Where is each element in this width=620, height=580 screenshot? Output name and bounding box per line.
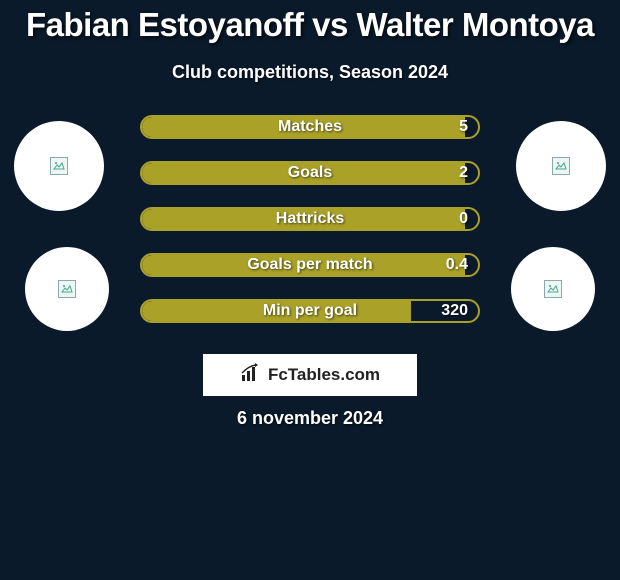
stats-area: Matches 5 Goals 2 Hattricks 0 Goals per …	[0, 121, 620, 361]
team1-logo-circle	[25, 247, 109, 331]
broken-image-icon	[50, 157, 68, 175]
stat-label: Min per goal	[263, 302, 357, 320]
player1-avatar-circle	[14, 121, 104, 211]
page-subtitle: Club competitions, Season 2024	[0, 62, 620, 83]
brand-box: FcTables.com	[203, 354, 417, 396]
team2-logo-circle	[511, 247, 595, 331]
stat-bar: Min per goal 320	[140, 299, 480, 323]
stat-value: 0	[459, 210, 468, 228]
broken-image-icon	[544, 280, 562, 298]
stat-bar: Matches 5	[140, 115, 480, 139]
date-text: 6 november 2024	[237, 408, 383, 429]
stat-label: Matches	[278, 118, 342, 136]
stat-label: Goals	[288, 164, 332, 182]
page-title: Fabian Estoyanoff vs Walter Montoya	[0, 0, 620, 44]
brand-text: FcTables.com	[268, 365, 380, 385]
player2-avatar-circle	[516, 121, 606, 211]
stat-bar: Goals 2	[140, 161, 480, 185]
stat-value: 320	[441, 302, 468, 320]
stat-label: Goals per match	[247, 256, 372, 274]
broken-image-icon	[58, 280, 76, 298]
stat-value: 5	[459, 118, 468, 136]
broken-image-icon	[552, 157, 570, 175]
stat-bars: Matches 5 Goals 2 Hattricks 0 Goals per …	[140, 115, 480, 345]
stat-label: Hattricks	[276, 210, 344, 228]
stat-value: 2	[459, 164, 468, 182]
stat-bar: Hattricks 0	[140, 207, 480, 231]
stat-value: 0.4	[446, 256, 468, 274]
bar-chart-icon	[240, 363, 264, 388]
stat-bar: Goals per match 0.4	[140, 253, 480, 277]
